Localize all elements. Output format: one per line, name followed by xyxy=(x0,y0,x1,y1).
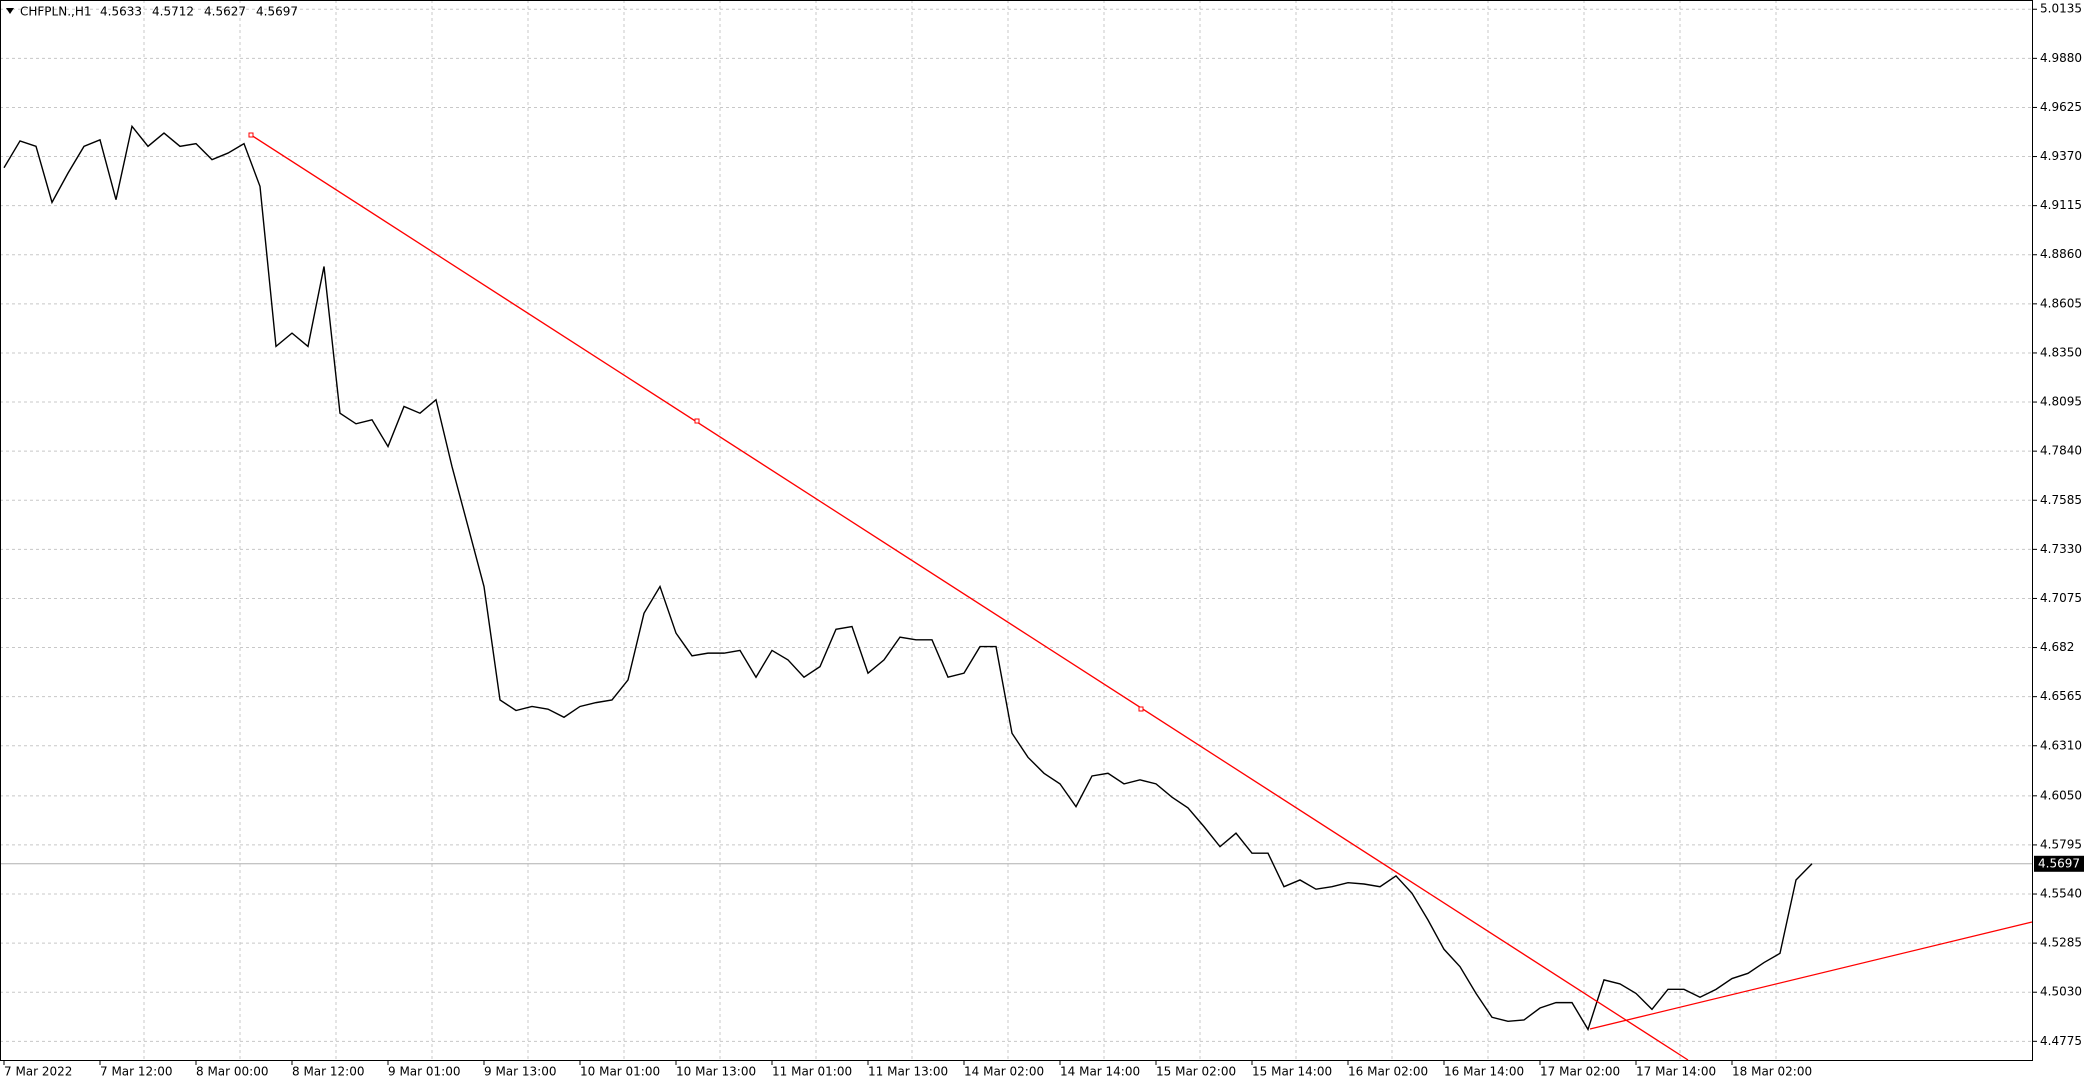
current-price-box xyxy=(2034,855,2084,872)
y-tick-label: 4.9880 xyxy=(2040,51,2082,65)
y-tick-label: 4.5285 xyxy=(2040,936,2082,950)
x-tick-label: 18 Mar 02:00 xyxy=(1732,1065,1812,1079)
ohlc-value: 4.5712 xyxy=(152,5,194,19)
y-tick-label: 4.6310 xyxy=(2040,738,2082,752)
y-tick-label: 4.7330 xyxy=(2040,542,2082,556)
x-tick-label: 11 Mar 01:00 xyxy=(772,1065,852,1079)
y-tick-label: 4.9370 xyxy=(2040,149,2082,163)
y-tick-label: 4.8860 xyxy=(2040,247,2082,261)
y-tick-label: 4.7075 xyxy=(2040,591,2082,605)
x-tick-label: 8 Mar 00:00 xyxy=(196,1065,269,1079)
x-tick-label: 9 Mar 01:00 xyxy=(388,1065,461,1079)
x-tick-label: 7 Mar 2022 xyxy=(4,1065,72,1079)
x-tick-label: 15 Mar 02:00 xyxy=(1156,1065,1236,1079)
price-line xyxy=(3,124,1813,1032)
x-tick-label: 7 Mar 12:00 xyxy=(100,1065,173,1079)
x-tick-label: 15 Mar 14:00 xyxy=(1252,1065,1332,1079)
x-tick-label: 9 Mar 13:00 xyxy=(484,1065,557,1079)
y-tick-label: 4.8605 xyxy=(2040,296,2082,310)
trend-anchor xyxy=(1138,706,1144,712)
x-tick-label: 14 Mar 02:00 xyxy=(964,1065,1044,1079)
y-tick-label: 4.4775 xyxy=(2040,1034,2082,1048)
y-tick-label: 4.7840 xyxy=(2040,444,2082,458)
header: CHFPLN.,H1 4.5633 4.5712 4.5627 4.5697 xyxy=(6,5,298,19)
ohlc-value: 4.5697 xyxy=(256,5,298,19)
x-tick-label: 10 Mar 13:00 xyxy=(676,1065,756,1079)
trend-anchor xyxy=(694,418,700,424)
chart-title: CHFPLN.,H1 xyxy=(20,5,92,19)
y-tick-label: 4.682 xyxy=(2040,640,2074,654)
x-tick-label: 8 Mar 12:00 xyxy=(292,1065,365,1079)
x-tick-label: 17 Mar 14:00 xyxy=(1636,1065,1716,1079)
current-price-label: 4.5697 xyxy=(2038,856,2080,870)
y-tick-label: 4.6565 xyxy=(2040,689,2082,703)
x-tick-label: 16 Mar 02:00 xyxy=(1348,1065,1428,1079)
y-tick-label: 4.9625 xyxy=(2040,100,2082,114)
x-tick-label: 14 Mar 14:00 xyxy=(1060,1065,1140,1079)
x-tick-label: 11 Mar 13:00 xyxy=(868,1065,948,1079)
marks xyxy=(3,124,1813,1032)
y-tick-label: 4.8350 xyxy=(2040,345,2082,359)
trend-anchor xyxy=(248,132,254,138)
x-tick-label: 10 Mar 01:00 xyxy=(580,1065,660,1079)
y-tick-label: 4.5795 xyxy=(2040,837,2082,851)
plot-frame xyxy=(0,0,2033,1061)
y-tick-label: 4.5030 xyxy=(2040,985,2082,999)
grid xyxy=(0,0,2032,1060)
x-tick-label: 16 Mar 14:00 xyxy=(1444,1065,1524,1079)
y-tick-label: 5.0135 xyxy=(2040,2,2082,16)
y-tick-label: 4.5540 xyxy=(2040,887,2082,901)
trend-line xyxy=(1589,921,2033,1030)
y-tick-label: 4.7585 xyxy=(2040,493,2082,507)
ohlc-value: 4.5633 xyxy=(100,5,142,19)
y-tick-label: 4.6050 xyxy=(2040,788,2082,802)
y-tick-label: 4.9115 xyxy=(2040,198,2082,212)
ohlc-value: 4.5627 xyxy=(204,5,246,19)
menu-arrow xyxy=(6,8,14,14)
trend-line xyxy=(250,134,1689,1061)
x-tick-label: 17 Mar 02:00 xyxy=(1540,1065,1620,1079)
y-tick-label: 4.8095 xyxy=(2040,395,2082,409)
